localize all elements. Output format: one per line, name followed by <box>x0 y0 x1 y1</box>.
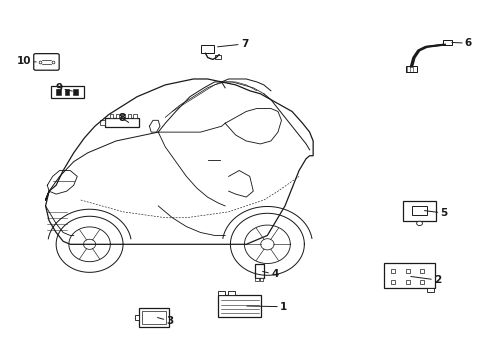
Bar <box>133 114 137 118</box>
Bar <box>64 89 69 95</box>
Bar <box>442 40 451 45</box>
Bar <box>259 278 263 281</box>
Bar <box>402 201 435 220</box>
Bar <box>201 45 214 53</box>
Text: 7: 7 <box>217 39 248 49</box>
Text: 5: 5 <box>424 208 447 218</box>
Bar <box>411 206 427 215</box>
Bar <box>139 308 169 327</box>
Bar <box>405 66 416 72</box>
Text: 3: 3 <box>157 316 173 326</box>
Bar <box>116 114 119 118</box>
Bar <box>227 291 234 295</box>
Bar <box>73 89 78 95</box>
Bar <box>122 114 125 118</box>
Bar <box>105 118 139 127</box>
Bar <box>135 315 139 320</box>
Bar <box>142 311 165 324</box>
Bar <box>100 120 105 125</box>
Bar <box>426 288 433 292</box>
Text: 8: 8 <box>119 113 128 123</box>
Bar <box>215 55 221 59</box>
Text: 1: 1 <box>246 302 286 312</box>
Bar <box>56 89 61 95</box>
Circle shape <box>416 221 422 225</box>
Text: 4: 4 <box>262 269 278 279</box>
Bar <box>218 291 224 295</box>
FancyBboxPatch shape <box>218 295 261 317</box>
Text: 9: 9 <box>55 83 72 93</box>
Bar <box>254 264 263 278</box>
Bar <box>384 263 434 288</box>
Text: 2: 2 <box>410 275 440 285</box>
Bar <box>110 114 113 118</box>
Bar <box>255 278 258 281</box>
Text: 6: 6 <box>451 38 471 48</box>
FancyBboxPatch shape <box>34 54 59 70</box>
Bar <box>51 86 84 98</box>
Text: 10: 10 <box>17 56 36 66</box>
Bar <box>127 114 131 118</box>
